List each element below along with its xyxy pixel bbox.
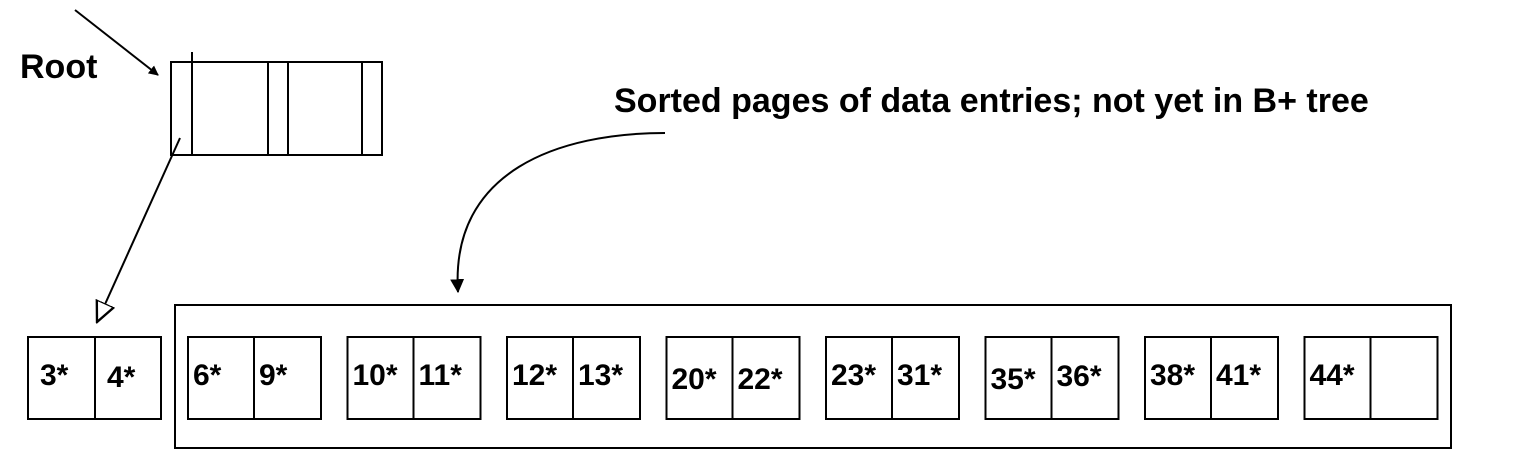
root-to-leaf-arrow: [97, 137, 181, 322]
leaf-page: 23* 31*: [825, 336, 960, 420]
data-entry: 22*: [738, 363, 783, 396]
root-label: Root: [20, 48, 97, 86]
data-entry: 3*: [40, 359, 69, 392]
data-entry: 6*: [193, 359, 222, 392]
data-entry: 36*: [1057, 360, 1102, 393]
data-entry: 11*: [419, 359, 463, 392]
leaf-page: 10* 11*: [346, 336, 482, 420]
leaf-page: 6* 9*: [187, 336, 322, 420]
annotation-arrow: [450, 132, 666, 294]
leaf-page: 38* 41*: [1144, 336, 1279, 420]
root-pointer-arrow: [74, 9, 159, 76]
leaf-page: 35* 36*: [984, 336, 1120, 420]
data-entry: 9*: [259, 359, 288, 392]
leaf-page: 12* 13*: [506, 336, 641, 420]
data-entry: 4*: [107, 361, 136, 394]
data-entry: 41*: [1216, 359, 1261, 392]
data-entry: 10*: [353, 359, 398, 392]
data-entry: 20*: [672, 363, 717, 396]
leaf-page-first: 3* 4*: [27, 336, 162, 420]
data-entry: 38*: [1150, 359, 1195, 392]
root-node: [170, 52, 383, 156]
annotation-text: Sorted pages of data entries; not yet in…: [614, 82, 1369, 120]
data-entry: 35*: [991, 363, 1036, 396]
sorted-pages: 6* 9* 10* 11* 12* 13* 20* 22* 23* 31* 35* 36* 38* 41*…: [187, 336, 1439, 420]
data-entry: 44*: [1310, 359, 1355, 392]
data-entry: 12*: [512, 359, 557, 392]
root-node-box: [170, 61, 383, 156]
data-entry: 31*: [897, 359, 942, 392]
data-entry: 13*: [578, 359, 623, 392]
data-entry: 23*: [831, 359, 876, 392]
leaf-page: 44*: [1303, 336, 1439, 420]
leaf-page: 20* 22*: [665, 336, 801, 420]
